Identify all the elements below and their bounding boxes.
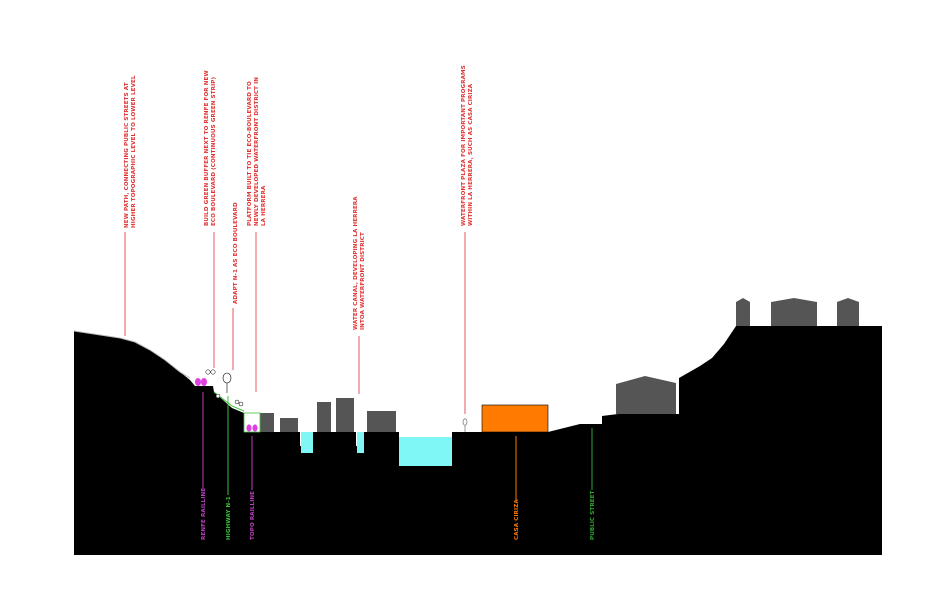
water-channel-2 xyxy=(357,432,364,453)
annotation-adapt-n1: ADAPT N-1 AS ECO BOULEVARD xyxy=(233,202,239,304)
tree-icon xyxy=(222,372,232,393)
topo-train xyxy=(246,424,258,432)
label-public-street: PUBLIC STREET xyxy=(590,490,596,540)
building xyxy=(336,398,354,432)
building xyxy=(260,413,274,432)
platform xyxy=(243,412,261,433)
label-casa-ciriza: CASA CIRIZA xyxy=(514,499,520,540)
casa-ciriza-building xyxy=(481,404,549,433)
annotation-platform: PLATFORM BUILT TO TIE ECO-BOULEVARD TO N… xyxy=(247,75,267,226)
label-renfe-railline: RENFE RAILLINE xyxy=(201,488,207,540)
building xyxy=(317,402,331,432)
shrub-icon xyxy=(205,369,244,407)
water-canal xyxy=(399,437,452,466)
building xyxy=(616,376,676,414)
annotation-green-buffer: BUILD GREEN BUFFER NEXT TO RENFE FOR NEW… xyxy=(204,68,217,226)
label-topo-railline: TOPO RAILLINE xyxy=(250,491,256,540)
annotation-water-canal: WATER CANAL, DEVELOPING LA HERRERA INTOA… xyxy=(353,194,366,330)
building xyxy=(367,411,396,432)
tree-icon xyxy=(462,418,468,432)
building xyxy=(837,298,859,326)
new-path-ramp xyxy=(73,330,191,379)
water-channel-1 xyxy=(301,432,313,453)
renfe-train xyxy=(195,378,207,386)
annotation-waterfront-plaza: WATERFRONT PLAZA FOR IMPORTANT PROGRAMS … xyxy=(461,63,474,226)
label-highway-n1: HIGHWAY N-1 xyxy=(226,496,232,540)
annotation-leaders xyxy=(124,232,466,414)
annotation-new-path: NEW PATH, CONNECTING PUBLIC STREETS AT H… xyxy=(124,75,137,228)
building xyxy=(771,298,817,326)
building xyxy=(280,418,298,432)
buildings xyxy=(260,298,859,432)
building xyxy=(736,298,750,326)
terrain-section xyxy=(74,326,882,555)
